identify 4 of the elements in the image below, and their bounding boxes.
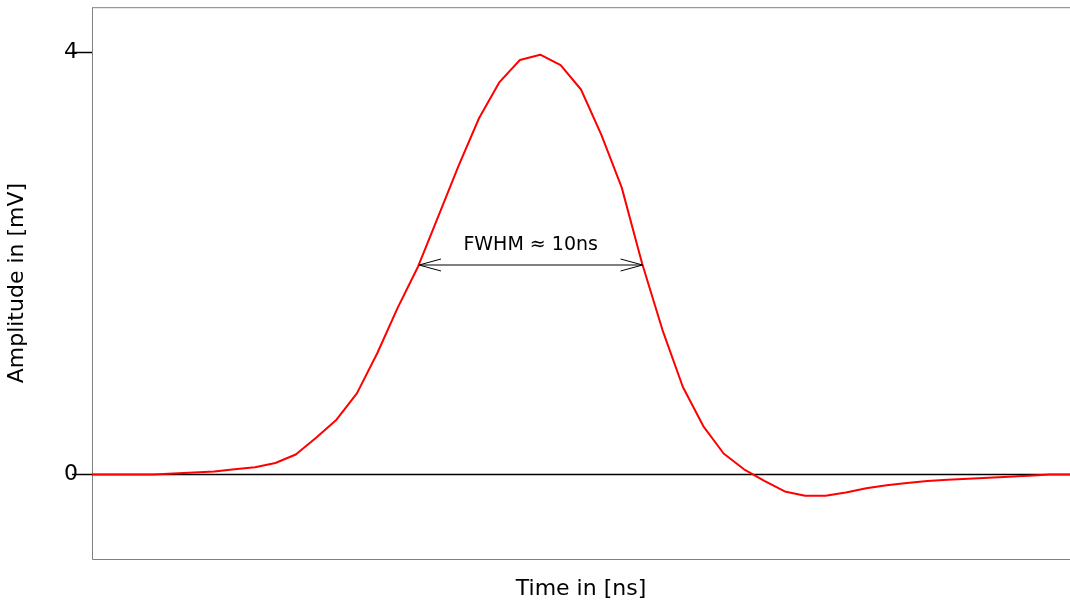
y-axis-title: Amplitude in [mV]: [2, 182, 28, 384]
x-axis-title: Time in [ns]: [514, 574, 647, 600]
annotation: FWHM ≈ 10ns: [463, 232, 598, 255]
y-tick-label: 0: [64, 460, 78, 486]
